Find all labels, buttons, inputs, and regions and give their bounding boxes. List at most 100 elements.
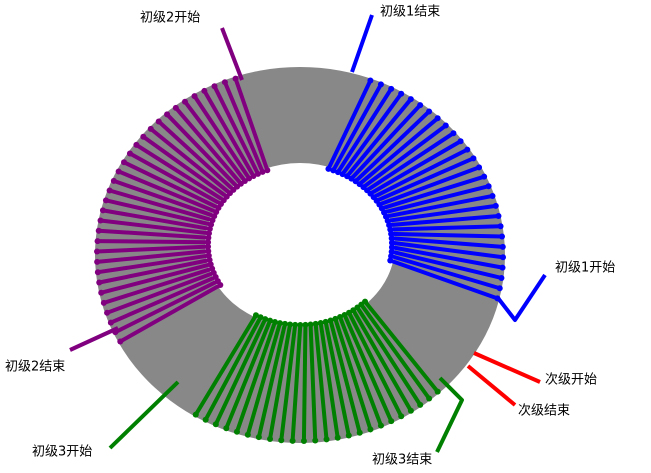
winding-turn — [95, 249, 211, 264]
winding-turn — [96, 228, 211, 240]
winding-turn — [98, 218, 211, 236]
winding-end — [388, 235, 395, 242]
winding-turn — [313, 321, 329, 442]
winding-end — [426, 395, 433, 402]
winding-end — [287, 321, 294, 328]
winding-turn — [308, 322, 318, 443]
winding-end — [297, 321, 304, 328]
winding-end — [398, 413, 405, 420]
winding-turn — [374, 156, 476, 203]
winding-end — [254, 170, 261, 177]
winding-end — [489, 192, 496, 199]
winding-turn — [368, 139, 463, 196]
winding-turn — [347, 310, 404, 419]
winding-turn — [389, 236, 505, 249]
winding-end — [367, 426, 374, 433]
winding-turn — [371, 147, 470, 200]
winding-end — [172, 104, 179, 111]
winding-end — [94, 258, 101, 265]
winding-end — [334, 434, 341, 441]
winding-end — [205, 252, 212, 259]
winding-turn — [95, 239, 211, 245]
winding-end — [281, 320, 288, 327]
winding-end — [212, 421, 219, 428]
winding-end — [476, 164, 483, 171]
winding-end — [388, 239, 395, 246]
winding-end — [398, 90, 405, 97]
winding-turn — [113, 279, 220, 335]
winding-end — [107, 319, 114, 326]
winding-end — [498, 274, 505, 281]
winding-end — [442, 122, 449, 129]
winding-end — [388, 418, 395, 425]
winding-end — [495, 212, 502, 219]
lead-wire — [466, 364, 517, 407]
winding-end — [388, 230, 395, 237]
winding-turn — [122, 160, 221, 210]
windings — [94, 75, 506, 444]
winding-end — [457, 138, 464, 145]
winding-turn — [389, 240, 505, 260]
label: 初级3开始 — [32, 445, 92, 460]
winding-turn — [245, 321, 282, 437]
winding-end — [332, 315, 339, 322]
winding-end — [417, 401, 424, 408]
winding-end — [434, 388, 441, 395]
winding-turn — [357, 116, 440, 187]
winding-end — [99, 207, 106, 214]
winding-end — [232, 75, 239, 82]
winding-end — [155, 118, 162, 125]
label: 初级1开始 — [555, 261, 615, 276]
label: 初级2开始 — [140, 11, 200, 26]
winding-turn — [387, 213, 501, 228]
winding-turn — [379, 174, 487, 211]
winding-end — [191, 93, 198, 100]
winding-turn — [203, 315, 263, 422]
winding-end — [96, 279, 103, 286]
winding-end — [330, 167, 337, 174]
winding-turn — [127, 151, 223, 207]
winding-end — [117, 338, 124, 345]
winding-turn — [95, 253, 211, 275]
winding-end — [300, 437, 307, 444]
winding-end — [192, 411, 199, 418]
winding-end — [95, 227, 102, 234]
winding-end — [262, 316, 269, 323]
winding-turn — [361, 123, 448, 190]
winding-turn — [359, 302, 432, 401]
winding-turn — [134, 142, 226, 203]
winding-end — [346, 309, 353, 316]
winding-end — [181, 98, 188, 105]
winding-turn — [268, 322, 293, 441]
winding-end — [341, 311, 348, 318]
winding-turn — [100, 208, 212, 231]
winding-turn — [279, 322, 298, 443]
winding-turn — [328, 318, 362, 435]
winding-turn — [290, 322, 303, 443]
winding-turn — [326, 78, 373, 171]
winding-end — [356, 429, 363, 436]
winding-end — [271, 318, 278, 325]
winding-end — [110, 177, 117, 184]
winding-end — [252, 312, 259, 319]
winding-turn — [202, 88, 256, 178]
winding-end — [302, 321, 309, 328]
winding-end — [292, 321, 299, 328]
winding-end — [164, 111, 171, 118]
winding-end — [407, 407, 414, 414]
lead-wire — [496, 273, 547, 322]
lead-wire — [435, 376, 464, 453]
winding-turn — [318, 320, 340, 440]
winding-end — [481, 173, 488, 180]
winding-end — [205, 234, 212, 241]
winding-end — [496, 285, 503, 292]
winding-end — [307, 321, 314, 328]
winding-end — [499, 243, 506, 250]
winding-end — [323, 436, 330, 443]
label: 初级1结束 — [380, 5, 440, 20]
winding-end — [94, 238, 101, 245]
winding-end — [407, 96, 414, 103]
winding-end — [126, 150, 133, 157]
winding-turn — [212, 84, 260, 176]
winding-end — [492, 202, 499, 209]
